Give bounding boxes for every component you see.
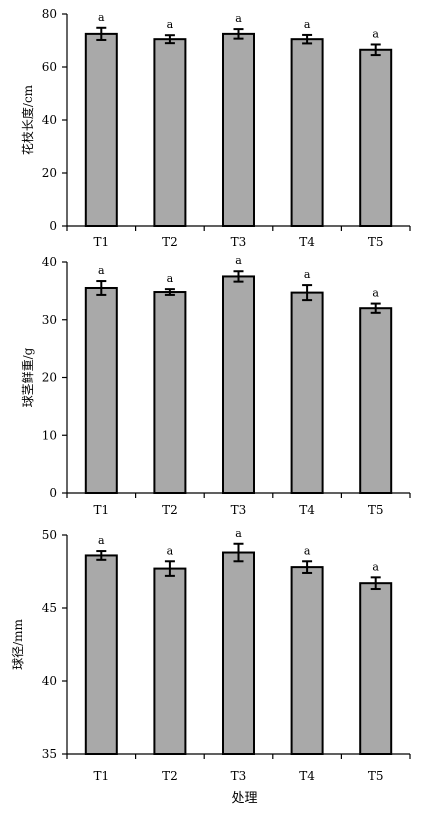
bar-T4: [290, 291, 324, 495]
bar-T2: [153, 38, 187, 227]
significance-label-T4: a: [304, 544, 311, 557]
x-tick-label-T2: T2: [162, 503, 178, 517]
significance-label-T4: a: [304, 18, 311, 31]
significance-label-T3: a: [235, 12, 242, 25]
y-tick-label: 80: [42, 7, 57, 21]
bar-T3: [222, 551, 255, 756]
error-bar-T5: [370, 576, 381, 591]
bar-T5: [359, 307, 393, 495]
significance-label-T5: a: [372, 287, 379, 300]
bar-T3: [222, 32, 255, 227]
y-tick-label: 20: [42, 371, 57, 385]
y-tick-label: 20: [42, 166, 57, 180]
significance-label-T4: a: [304, 268, 311, 281]
chart-panel-1: a T1 a T2 a T3 a T4 a T5 0 20 40 60 80 花枝长度/cm: [20, 7, 411, 249]
significance-label-T1: a: [98, 264, 105, 277]
y-axis-title: 花枝长度/cm: [20, 84, 35, 155]
error-bar-T2: [164, 288, 175, 296]
x-tick-label-T3: T3: [231, 503, 247, 517]
y-tick-label: 35: [42, 747, 57, 761]
significance-label-T1: a: [98, 11, 105, 24]
error-bar-T5: [370, 302, 381, 314]
y-tick-label: 30: [42, 313, 57, 327]
significance-label-T5: a: [372, 27, 379, 40]
error-bar-T4: [302, 284, 313, 302]
y-axis-title: 球茎鲜重/g: [21, 347, 35, 407]
x-tick-label-T2: T2: [162, 769, 178, 783]
x-tick-label-T1: T1: [93, 769, 109, 783]
y-tick-label: 45: [42, 601, 57, 615]
significance-label-T2: a: [167, 18, 174, 31]
y-tick-label: 60: [42, 60, 57, 74]
y-tick-label: 10: [42, 428, 57, 442]
bar-T2: [153, 291, 187, 494]
significance-label-T3: a: [235, 527, 242, 540]
x-tick-label-T3: T3: [231, 769, 247, 783]
error-bar-T1: [96, 280, 107, 296]
significance-label-T1: a: [98, 534, 105, 547]
x-axis-title: 处理: [231, 791, 257, 806]
y-tick-label: 40: [42, 113, 57, 127]
error-bar-T2: [164, 560, 175, 577]
x-tick-label-T1: T1: [93, 503, 109, 517]
x-tick-label-T3: T3: [231, 235, 247, 249]
bar-T5: [359, 48, 393, 228]
bar-T1: [84, 32, 118, 227]
y-axis-title: 球径/mm: [11, 618, 25, 669]
x-tick-label-T4: T4: [299, 503, 315, 517]
x-tick-label-T4: T4: [299, 235, 315, 249]
error-bar-T5: [370, 43, 381, 57]
error-bar-T3: [233, 270, 244, 283]
bar-T3: [222, 275, 255, 494]
significance-label-T3: a: [235, 254, 242, 267]
error-bar-T3: [233, 28, 244, 40]
x-tick-label-T2: T2: [162, 235, 178, 249]
significance-label-T2: a: [167, 544, 174, 557]
error-bar-T3: [233, 542, 244, 563]
chart-panel-3: a T1 a T2 a T3 a T4 a T5 35 40 45 50 球径/mm 处理: [11, 527, 411, 806]
x-tick-label-T1: T1: [93, 235, 109, 249]
x-tick-label-T5: T5: [368, 503, 384, 517]
y-tick-label: 40: [42, 255, 57, 269]
error-bar-T4: [302, 560, 313, 574]
x-tick-label-T4: T4: [299, 769, 315, 783]
y-tick-label: 0: [49, 486, 57, 500]
chart-panel-2: a T1 a T2 a T3 a T4 a T5 0 10 20 30 40 球茎鲜重/g: [21, 254, 411, 517]
bar-T2: [153, 567, 187, 756]
error-bar-T1: [96, 550, 107, 561]
bar-T1: [84, 554, 118, 755]
x-tick-label-T5: T5: [368, 235, 384, 249]
error-bar-T2: [164, 34, 175, 45]
x-tick-label-T5: T5: [368, 769, 384, 783]
bar-T1: [84, 286, 118, 494]
y-tick-label: 0: [49, 219, 57, 233]
bar-T4: [290, 566, 324, 755]
bar-T5: [359, 582, 393, 755]
error-bar-T1: [96, 26, 107, 41]
error-bar-T4: [302, 33, 313, 45]
bar-T4: [290, 38, 324, 227]
significance-label-T5: a: [372, 560, 379, 573]
significance-label-T2: a: [167, 272, 174, 285]
y-tick-label: 40: [42, 674, 57, 688]
y-tick-label: 50: [42, 528, 57, 542]
